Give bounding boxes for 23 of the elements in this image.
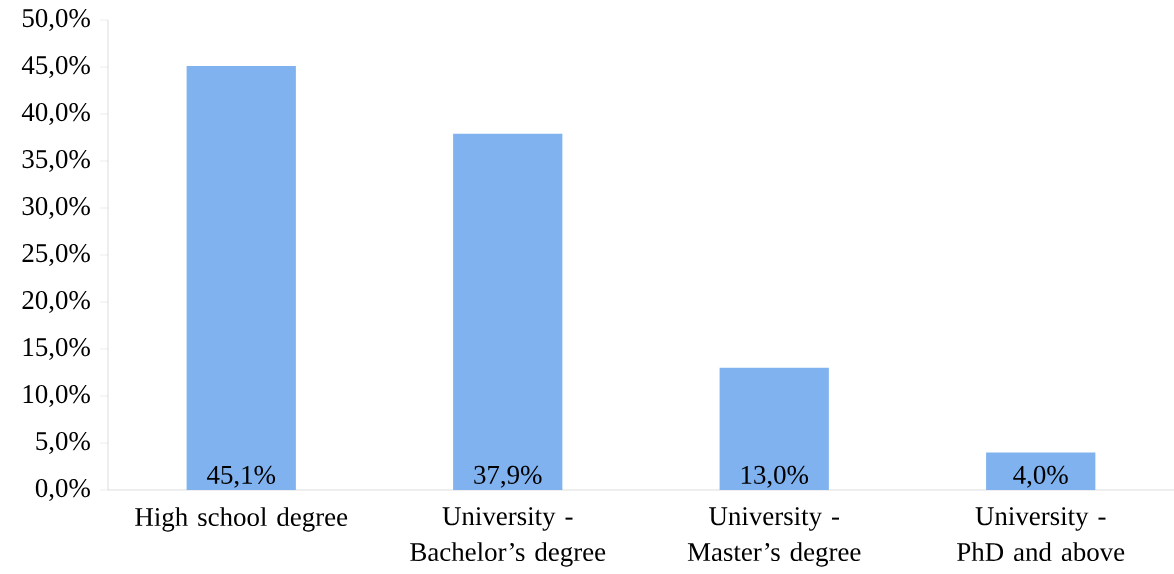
x-tick-label: High school degree bbox=[135, 507, 348, 532]
data-label: 45,1% bbox=[207, 465, 276, 488]
y-tick-label: 5,0% bbox=[36, 431, 90, 455]
bar bbox=[986, 452, 1096, 490]
y-tick-label: 20,0% bbox=[22, 290, 90, 314]
y-tick-label: 40,0% bbox=[21, 102, 90, 126]
bar bbox=[719, 367, 829, 490]
data-label: 37,9% bbox=[474, 465, 542, 488]
y-tick-label: 15,0% bbox=[23, 337, 90, 361]
bar bbox=[186, 66, 296, 490]
data-label: 13,0% bbox=[741, 465, 809, 488]
y-tick-label: 45,0% bbox=[21, 55, 90, 79]
y-tick-label: 10,0% bbox=[23, 384, 90, 408]
y-tick-label: 0,0% bbox=[35, 478, 90, 502]
y-tick-label: 30,0% bbox=[22, 196, 90, 220]
y-tick-label: 25,0% bbox=[22, 243, 90, 267]
y-tick-label: 35,0% bbox=[22, 149, 90, 173]
x-tick-label: University - PhD and above bbox=[957, 507, 1125, 562]
x-tick-label: University - Bachelor’s degree bbox=[410, 507, 606, 567]
data-label: 4,0% bbox=[1013, 465, 1068, 488]
y-tick-label: 50,0% bbox=[22, 8, 90, 32]
bar bbox=[453, 133, 563, 490]
x-tick-label: University - Master’s degree bbox=[687, 507, 861, 567]
